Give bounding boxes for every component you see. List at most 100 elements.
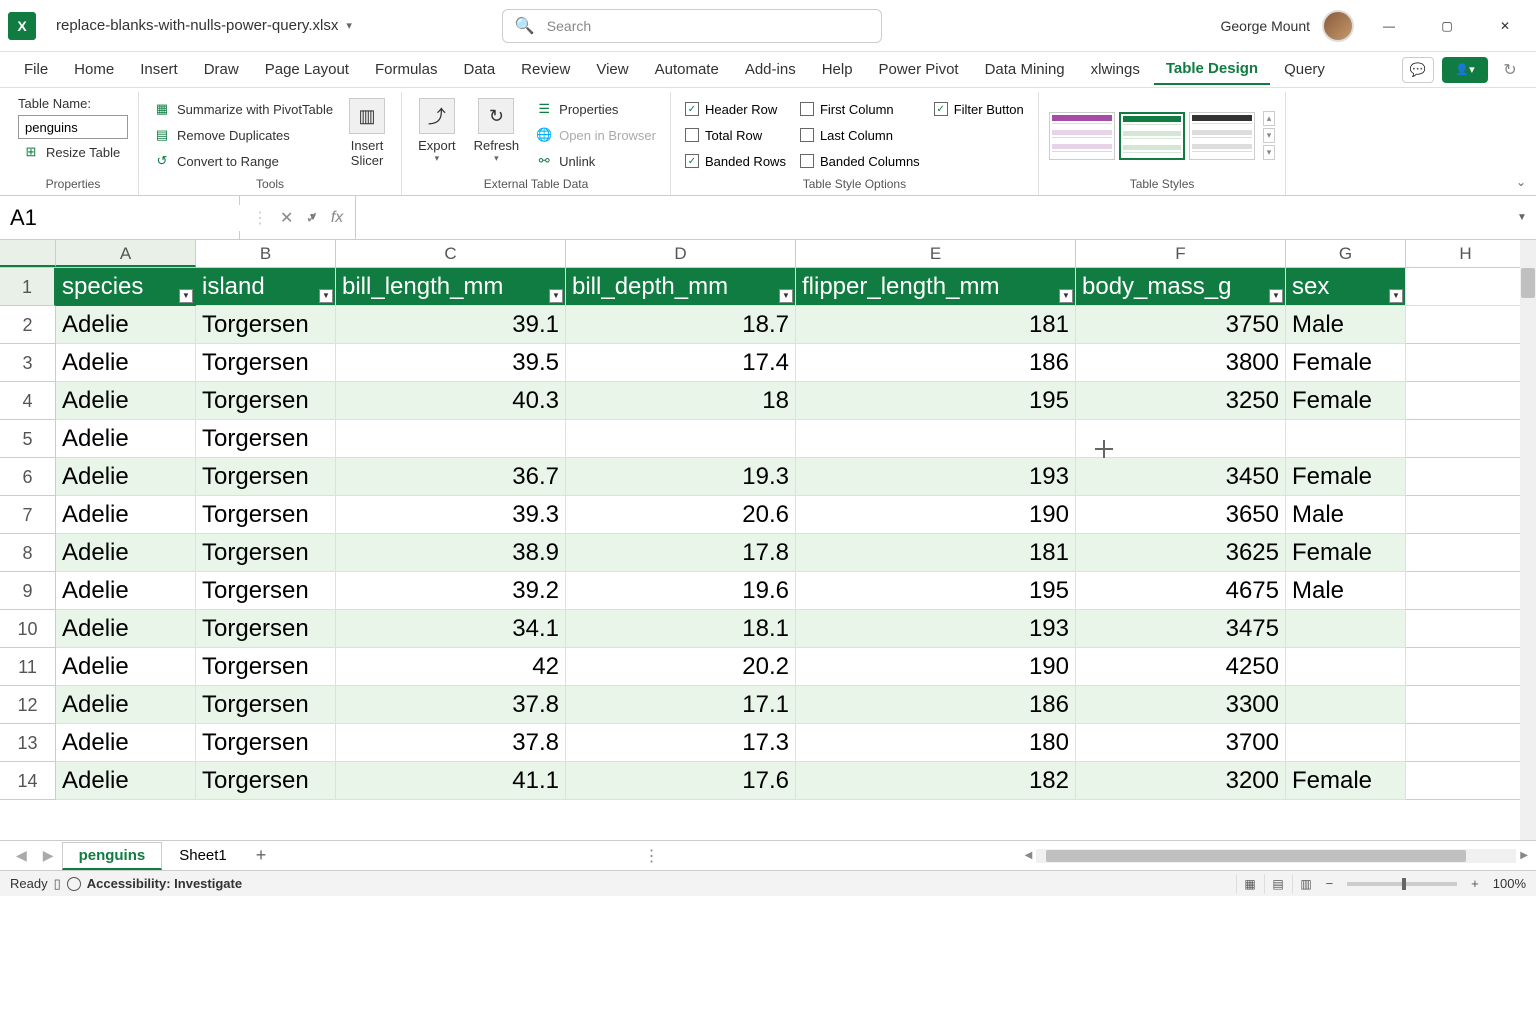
first-col-checkbox[interactable]: First Column (796, 96, 924, 122)
ribbon-tab-view[interactable]: View (584, 55, 640, 84)
cell[interactable]: 3800 (1076, 344, 1286, 382)
last-col-checkbox[interactable]: Last Column (796, 122, 924, 148)
cell[interactable]: 195 (796, 382, 1076, 420)
vertical-scrollbar[interactable] (1520, 240, 1536, 840)
cell[interactable] (1286, 420, 1406, 458)
ribbon-tab-xlwings[interactable]: xlwings (1079, 55, 1152, 84)
cell[interactable] (566, 420, 796, 458)
unlink-button[interactable]: ⚯Unlink (531, 148, 660, 174)
cancel-formula-button[interactable]: ✕ (276, 208, 297, 228)
avatar[interactable] (1322, 10, 1354, 42)
cell[interactable]: 41.1 (336, 762, 566, 800)
cell[interactable] (1406, 382, 1526, 420)
table-style-thumb[interactable] (1049, 112, 1115, 160)
column-header-G[interactable]: G (1286, 240, 1406, 267)
cell[interactable]: Female (1286, 458, 1406, 496)
cell[interactable]: 3200 (1076, 762, 1286, 800)
cell[interactable]: 40.3 (336, 382, 566, 420)
cell[interactable]: 186 (796, 344, 1076, 382)
cell[interactable]: 18.1 (566, 610, 796, 648)
sheet-tab-penguins[interactable]: penguins (62, 842, 163, 870)
cell[interactable]: 38.9 (336, 534, 566, 572)
name-box[interactable]: ▼ (0, 196, 240, 239)
cell[interactable]: Adelie (56, 724, 196, 762)
column-header-C[interactable]: C (336, 240, 566, 267)
cell[interactable]: 39.1 (336, 306, 566, 344)
zoom-level[interactable]: 100% (1493, 876, 1526, 891)
comments-button[interactable]: 💬 (1402, 57, 1434, 83)
insert-slicer-button[interactable]: ▥ Insert Slicer (343, 96, 391, 170)
minimize-button[interactable]: — (1366, 10, 1412, 42)
table-properties-button[interactable]: ☰Properties (531, 96, 660, 122)
ribbon-tab-power-pivot[interactable]: Power Pivot (867, 55, 971, 84)
styles-scroll-down[interactable]: ▾ (1263, 128, 1276, 143)
cell[interactable]: Torgersen (196, 762, 336, 800)
cell[interactable]: Adelie (56, 382, 196, 420)
ribbon-tab-data[interactable]: Data (451, 55, 507, 84)
cell[interactable]: 3625 (1076, 534, 1286, 572)
cell[interactable] (1406, 420, 1526, 458)
row-header-14[interactable]: 14 (0, 762, 56, 800)
cell[interactable]: 3650 (1076, 496, 1286, 534)
ribbon-tab-table-design[interactable]: Table Design (1154, 54, 1270, 85)
table-header-cell[interactable]: flipper_length_mm▼ (796, 268, 1076, 306)
cell[interactable] (1406, 496, 1526, 534)
cell[interactable] (1406, 572, 1526, 610)
banded-cols-checkbox[interactable]: Banded Columns (796, 148, 924, 174)
cell[interactable] (1406, 534, 1526, 572)
cell[interactable]: Adelie (56, 648, 196, 686)
cell[interactable] (1286, 686, 1406, 724)
formula-expand-icon[interactable]: ▼ (1516, 212, 1536, 223)
cell[interactable] (336, 420, 566, 458)
vertical-scrollbar-thumb[interactable] (1521, 268, 1535, 298)
cell[interactable]: 181 (796, 534, 1076, 572)
cell[interactable] (1406, 458, 1526, 496)
column-header-D[interactable]: D (566, 240, 796, 267)
cell[interactable]: Torgersen (196, 724, 336, 762)
cell[interactable]: 193 (796, 610, 1076, 648)
zoom-out-button[interactable]: − (1320, 876, 1340, 891)
accept-formula-button[interactable]: ✓ (301, 208, 322, 228)
cell[interactable] (1406, 648, 1526, 686)
ribbon-tab-review[interactable]: Review (509, 55, 582, 84)
cell[interactable]: Adelie (56, 686, 196, 724)
cell[interactable]: Torgersen (196, 420, 336, 458)
cell[interactable] (1406, 306, 1526, 344)
status-accessibility[interactable]: Accessibility: Investigate (87, 876, 242, 891)
cell[interactable] (1406, 610, 1526, 648)
cell[interactable]: 180 (796, 724, 1076, 762)
table-style-thumb[interactable] (1119, 112, 1185, 160)
cell[interactable]: 17.8 (566, 534, 796, 572)
cell[interactable]: 39.5 (336, 344, 566, 382)
macro-record-icon[interactable]: ▯ (54, 876, 61, 892)
cell[interactable]: 3250 (1076, 382, 1286, 420)
row-header-6[interactable]: 6 (0, 458, 56, 496)
cell[interactable]: 195 (796, 572, 1076, 610)
column-header-B[interactable]: B (196, 240, 336, 267)
header-row-checkbox[interactable]: Header Row (681, 96, 790, 122)
sheet-nav-prev[interactable]: ◀ (8, 847, 35, 864)
select-all-corner[interactable] (0, 240, 56, 267)
file-dropdown-icon[interactable]: ▾ (346, 19, 352, 32)
cell[interactable]: Male (1286, 496, 1406, 534)
cell[interactable]: 19.6 (566, 572, 796, 610)
h-scroll-right[interactable]: ▶ (1520, 850, 1528, 861)
filter-dropdown-icon[interactable]: ▼ (1389, 289, 1403, 303)
column-header-E[interactable]: E (796, 240, 1076, 267)
close-button[interactable]: ✕ (1482, 10, 1528, 42)
row-header-2[interactable]: 2 (0, 306, 56, 344)
share-button[interactable]: 👤▾ (1442, 57, 1488, 83)
horizontal-scrollbar[interactable] (1036, 849, 1516, 863)
page-break-view-button[interactable]: ▥ (1292, 874, 1320, 894)
row-header-10[interactable]: 10 (0, 610, 56, 648)
banded-rows-checkbox[interactable]: Banded Rows (681, 148, 790, 174)
table-header-cell[interactable] (1406, 268, 1526, 306)
add-sheet-button[interactable]: + (244, 845, 279, 866)
ribbon-tab-help[interactable]: Help (810, 55, 865, 84)
filter-dropdown-icon[interactable]: ▼ (549, 289, 563, 303)
cell[interactable]: 20.6 (566, 496, 796, 534)
convert-range-button[interactable]: ↺Convert to Range (149, 148, 337, 174)
cell[interactable]: 18 (566, 382, 796, 420)
cell[interactable]: 193 (796, 458, 1076, 496)
sheet-tab-sheet1[interactable]: Sheet1 (162, 842, 244, 870)
